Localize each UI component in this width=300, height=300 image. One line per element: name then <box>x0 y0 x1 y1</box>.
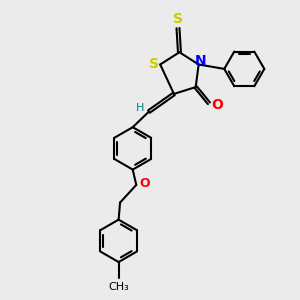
Text: CH₃: CH₃ <box>108 282 129 292</box>
Text: S: S <box>149 58 159 71</box>
Text: O: O <box>211 98 223 112</box>
Text: S: S <box>173 12 183 26</box>
Text: O: O <box>139 177 150 190</box>
Text: N: N <box>195 54 206 68</box>
Text: H: H <box>136 103 144 113</box>
